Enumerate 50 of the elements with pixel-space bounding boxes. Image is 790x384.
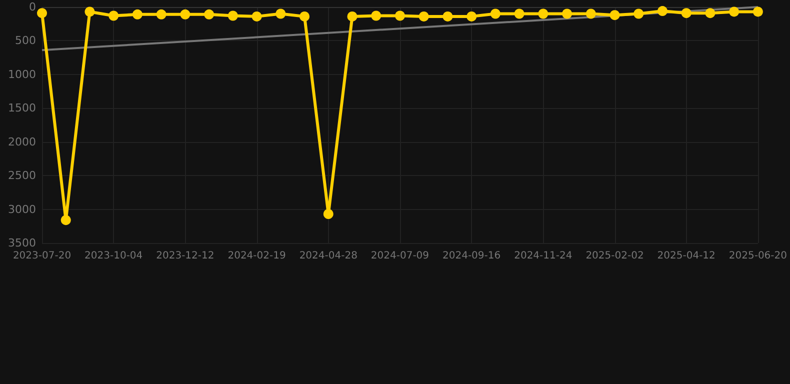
y-tick-label: 3000 [8,202,36,216]
y-tick-label: 3500 [8,236,36,250]
y-tick-label: 500 [15,34,36,48]
point [538,8,548,19]
point [514,8,524,19]
point [276,8,286,19]
point [108,10,119,21]
point [347,11,358,22]
point [562,8,572,19]
y-tick-label: 2000 [8,135,36,148]
point [681,8,692,18]
point [180,9,190,20]
x-tick-label: 2023-10-04 [84,250,143,262]
point [394,10,405,21]
point [84,6,95,17]
x-tick-label: 2023-07-20 [12,250,72,262]
point [610,10,620,20]
point [228,10,238,21]
y-tick-label: 0 [29,0,36,14]
point [60,215,71,226]
point [729,6,740,17]
point [156,9,166,20]
x-tick-label: 2024-04-28 [299,250,358,262]
x-tick-label: 2025-04-12 [657,250,716,262]
point [586,8,596,19]
point [752,6,763,17]
point [466,11,477,22]
y-tick-label: 2500 [8,169,36,182]
point [634,8,644,19]
point [442,11,453,22]
point [705,8,716,18]
point [252,11,262,22]
point [37,8,47,18]
x-tick-label: 2025-02-02 [586,250,644,262]
y-tick-label: 1500 [8,102,36,115]
point [323,209,334,220]
x-tick-label: 2024-11-24 [514,250,572,262]
point [132,9,142,20]
x-tick-label: 2024-09-16 [442,250,501,262]
point [490,8,500,19]
x-tick-label: 2024-07-09 [370,250,430,262]
point [418,11,429,22]
point [657,6,668,16]
x-tick-label: 2024-02-19 [228,250,286,262]
y-tick-label: 1000 [8,68,36,81]
point [204,9,214,20]
point [300,11,310,22]
point [371,10,382,21]
x-tick-label: 2025-06-20 [728,250,788,262]
x-tick-label: 2023-12-12 [156,250,214,262]
